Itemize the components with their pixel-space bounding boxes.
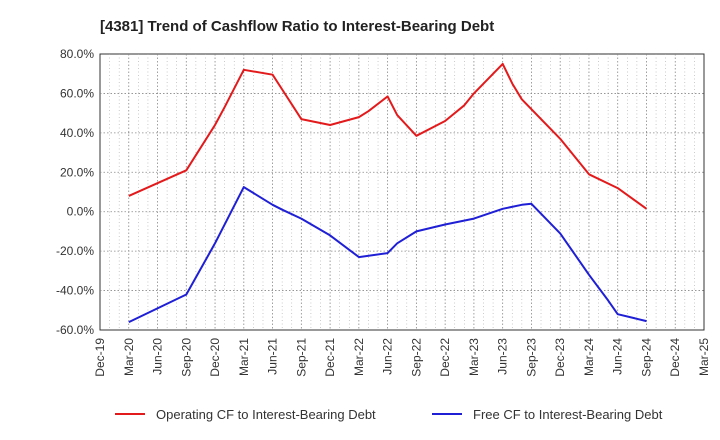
x-tick-label: Jun-20 — [151, 338, 165, 375]
y-axis-tick-labels: 80.0% 60.0% 40.0% 20.0% 0.0% -20.0% -40.0% -60.… — [56, 47, 94, 337]
y-tick-label: -40.0% — [56, 284, 94, 298]
x-tick-label: Dec-23 — [553, 338, 567, 377]
x-tick-label: Mar-23 — [467, 338, 481, 376]
x-tick-label: Dec-20 — [208, 338, 222, 377]
x-tick-label: Dec-21 — [323, 338, 337, 377]
y-tick-label: 40.0% — [60, 126, 94, 140]
legend-label: Free CF to Interest-Bearing Debt — [473, 407, 663, 422]
x-tick-label: Sep-23 — [524, 338, 538, 377]
x-tick-label: Jun-21 — [266, 338, 280, 375]
x-tick-label: Sep-24 — [639, 338, 653, 377]
x-tick-label: Jun-22 — [381, 338, 395, 375]
x-tick-label: Sep-22 — [409, 338, 423, 377]
y-tick-label: -20.0% — [56, 244, 94, 258]
legend: Operating CF to Interest-Bearing Debt Fre… — [115, 407, 663, 422]
x-axis-tick-labels: Dec-19 Mar-20 Jun-20 Sep-20 Dec-20 Mar-21 Jun-… — [93, 338, 711, 377]
y-tick-label: -60.0% — [56, 323, 94, 337]
legend-label: Operating CF to Interest-Bearing Debt — [156, 407, 376, 422]
operating-cf-line — [128, 62, 648, 210]
chart-title: [4381] Trend of Cashflow Ratio to Intere… — [100, 18, 494, 35]
grid-lines — [100, 54, 704, 330]
x-tick-label: Sep-20 — [179, 338, 193, 377]
y-tick-label: 0.0% — [67, 205, 95, 219]
x-tick-label: Jun-24 — [611, 338, 625, 375]
x-tick-label: Mar-25 — [697, 338, 711, 376]
x-tick-label: Jun-23 — [496, 338, 510, 375]
x-tick-label: Dec-24 — [668, 338, 682, 377]
x-tick-label: Mar-20 — [122, 338, 136, 376]
x-tick-label: Dec-22 — [438, 338, 452, 377]
y-tick-label: 60.0% — [60, 86, 94, 100]
x-tick-label: Mar-24 — [582, 338, 596, 376]
x-tick-label: Mar-21 — [237, 338, 251, 376]
x-tick-label: Mar-22 — [352, 338, 366, 376]
series-lines — [128, 62, 648, 324]
x-tick-label: Sep-21 — [294, 338, 308, 377]
y-tick-label: 20.0% — [60, 165, 94, 179]
plot-area — [99, 53, 705, 331]
x-tick-label: Dec-19 — [93, 338, 107, 377]
free-cf-line — [128, 186, 647, 324]
y-tick-label: 80.0% — [60, 47, 94, 61]
